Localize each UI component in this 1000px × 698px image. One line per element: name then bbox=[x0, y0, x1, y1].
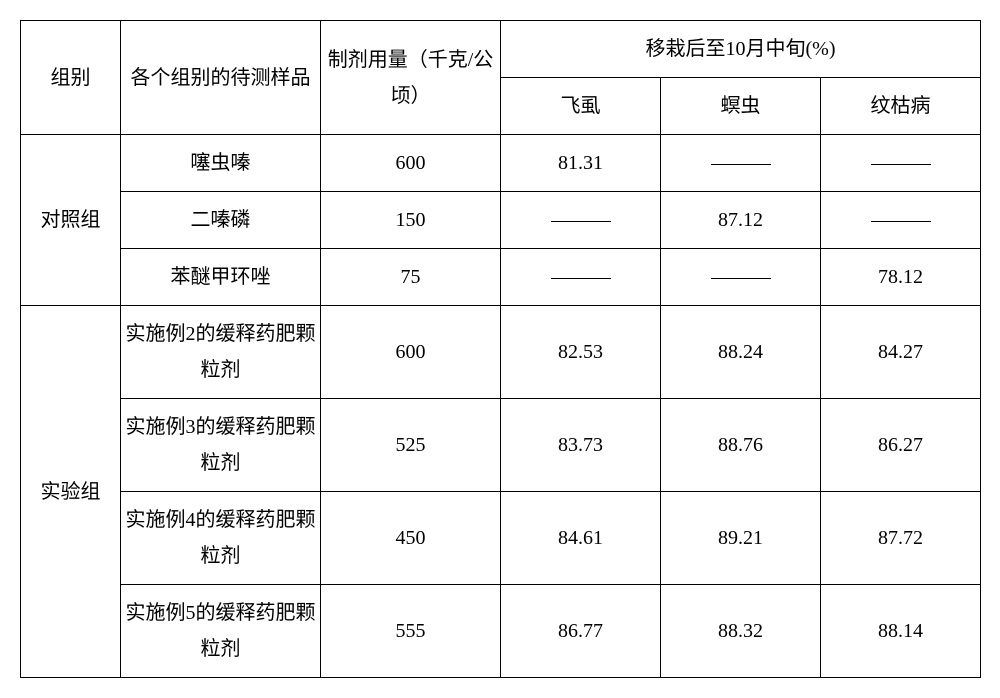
group-control: 对照组 bbox=[21, 135, 121, 306]
cell-v2: 87.12 bbox=[661, 192, 821, 249]
cell-v3: 84.27 bbox=[821, 306, 981, 399]
cell-v2: 88.32 bbox=[661, 585, 821, 678]
cell-v2 bbox=[661, 135, 821, 192]
header-col2: 螟虫 bbox=[661, 78, 821, 135]
cell-sample: 噻虫嗪 bbox=[121, 135, 321, 192]
cell-dose: 600 bbox=[321, 306, 501, 399]
cell-v3 bbox=[821, 135, 981, 192]
cell-sample: 二嗪磷 bbox=[121, 192, 321, 249]
cell-v3: 88.14 bbox=[821, 585, 981, 678]
cell-sample: 实施例3的缓释药肥颗粒剂 bbox=[121, 399, 321, 492]
table-row: 实施例4的缓释药肥颗粒剂 450 84.61 89.21 87.72 bbox=[21, 492, 981, 585]
header-period: 移栽后至10月中旬(%) bbox=[501, 21, 981, 78]
cell-v1 bbox=[501, 249, 661, 306]
cell-dose: 450 bbox=[321, 492, 501, 585]
cell-dose: 555 bbox=[321, 585, 501, 678]
cell-v1: 83.73 bbox=[501, 399, 661, 492]
header-row-1: 组别 各个组别的待测样品 制剂用量（千克/公顷） 移栽后至10月中旬(%) bbox=[21, 21, 981, 78]
cell-v3: 87.72 bbox=[821, 492, 981, 585]
cell-v2: 88.76 bbox=[661, 399, 821, 492]
header-col1: 飞虱 bbox=[501, 78, 661, 135]
cell-sample: 苯醚甲环唑 bbox=[121, 249, 321, 306]
cell-v1 bbox=[501, 192, 661, 249]
dash-icon bbox=[551, 221, 611, 222]
dash-icon bbox=[551, 278, 611, 279]
header-group: 组别 bbox=[21, 21, 121, 135]
cell-v3: 78.12 bbox=[821, 249, 981, 306]
cell-v1: 84.61 bbox=[501, 492, 661, 585]
cell-dose: 150 bbox=[321, 192, 501, 249]
cell-v2 bbox=[661, 249, 821, 306]
table-row: 实施例5的缓释药肥颗粒剂 555 86.77 88.32 88.14 bbox=[21, 585, 981, 678]
cell-v2: 88.24 bbox=[661, 306, 821, 399]
table-row: 实施例3的缓释药肥颗粒剂 525 83.73 88.76 86.27 bbox=[21, 399, 981, 492]
cell-v2: 89.21 bbox=[661, 492, 821, 585]
cell-sample: 实施例2的缓释药肥颗粒剂 bbox=[121, 306, 321, 399]
cell-v1: 81.31 bbox=[501, 135, 661, 192]
cell-sample: 实施例5的缓释药肥颗粒剂 bbox=[121, 585, 321, 678]
header-dose: 制剂用量（千克/公顷） bbox=[321, 21, 501, 135]
cell-dose: 525 bbox=[321, 399, 501, 492]
dash-icon bbox=[871, 164, 931, 165]
data-table: 组别 各个组别的待测样品 制剂用量（千克/公顷） 移栽后至10月中旬(%) 飞虱… bbox=[20, 20, 981, 678]
dash-icon bbox=[871, 221, 931, 222]
dash-icon bbox=[711, 164, 771, 165]
cell-v1: 86.77 bbox=[501, 585, 661, 678]
cell-v3 bbox=[821, 192, 981, 249]
dash-icon bbox=[711, 278, 771, 279]
group-experiment: 实验组 bbox=[21, 306, 121, 678]
table-row: 苯醚甲环唑 75 78.12 bbox=[21, 249, 981, 306]
header-sample: 各个组别的待测样品 bbox=[121, 21, 321, 135]
table-row: 对照组 噻虫嗪 600 81.31 bbox=[21, 135, 981, 192]
cell-v1: 82.53 bbox=[501, 306, 661, 399]
table-row: 二嗪磷 150 87.12 bbox=[21, 192, 981, 249]
header-col3: 纹枯病 bbox=[821, 78, 981, 135]
table-row: 实验组 实施例2的缓释药肥颗粒剂 600 82.53 88.24 84.27 bbox=[21, 306, 981, 399]
cell-dose: 75 bbox=[321, 249, 501, 306]
cell-sample: 实施例4的缓释药肥颗粒剂 bbox=[121, 492, 321, 585]
cell-dose: 600 bbox=[321, 135, 501, 192]
cell-v3: 86.27 bbox=[821, 399, 981, 492]
